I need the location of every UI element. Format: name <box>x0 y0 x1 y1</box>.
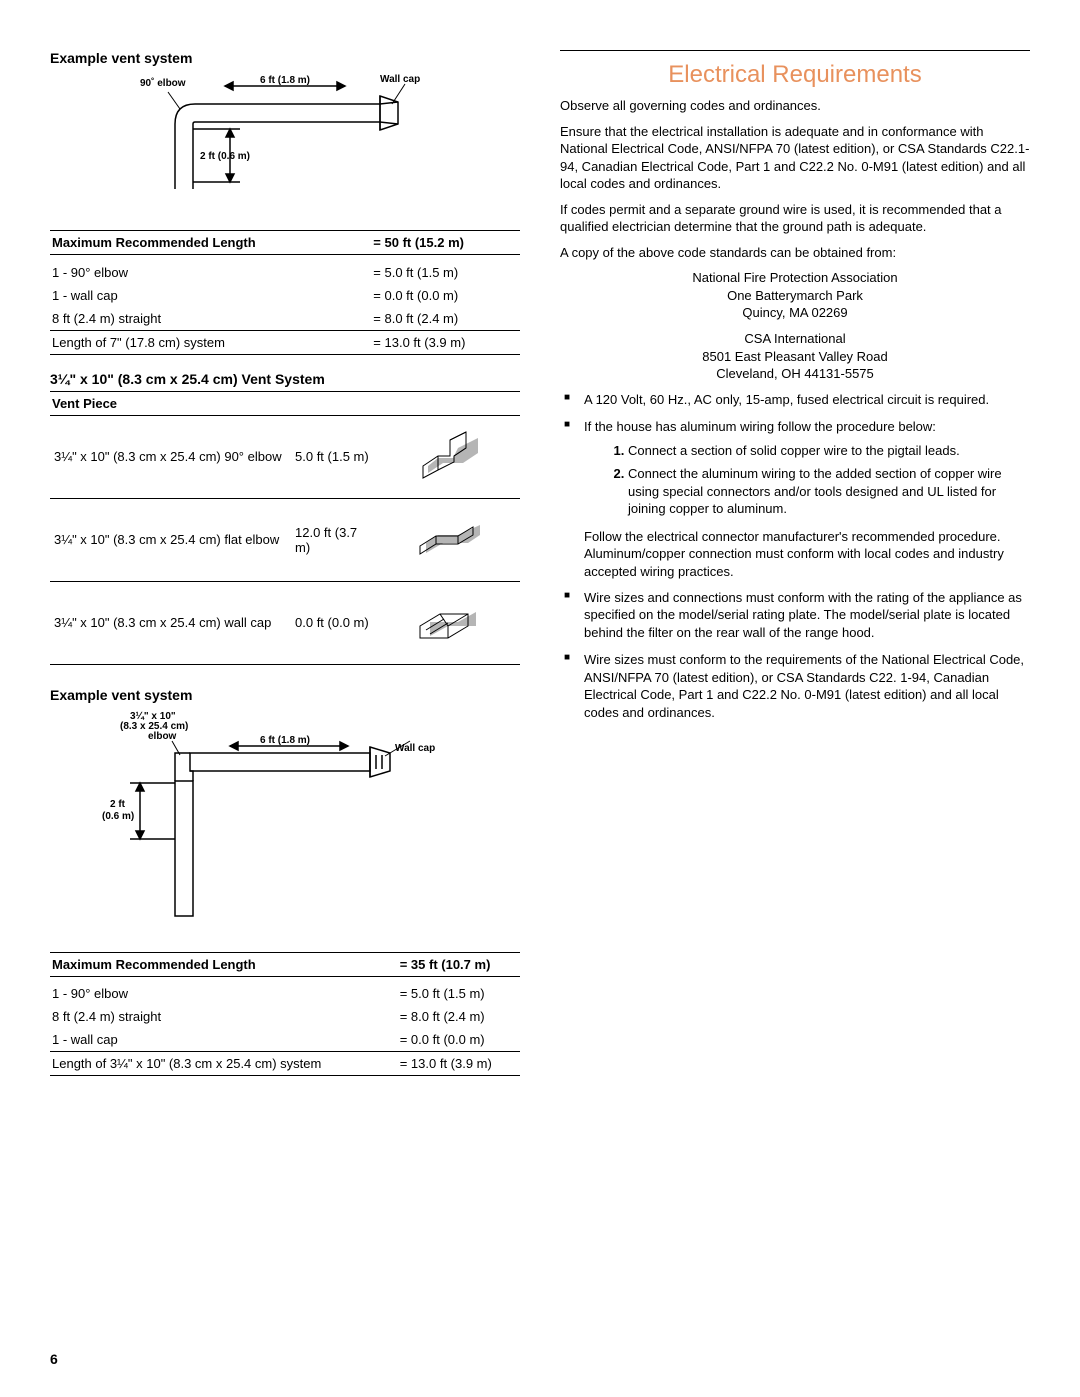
table2-h2: = 35 ft (10.7 m) <box>398 952 520 976</box>
er-p2: Ensure that the electrical installation … <box>560 123 1030 193</box>
page-number: 6 <box>50 1351 58 1367</box>
er-p3: If codes permit and a separate ground wi… <box>560 201 1030 236</box>
svg-text:2 ft: 2 ft <box>110 799 126 810</box>
svg-text:elbow: elbow <box>148 731 177 742</box>
vent-piece-header: Vent Piece <box>50 391 520 415</box>
bullet-4: Wire sizes must conform to the requireme… <box>560 651 1030 721</box>
example-vent-title-1: Example vent system <box>50 50 520 66</box>
table2-h1: Maximum Recommended Length <box>50 952 398 976</box>
bullet-3: Wire sizes and connections must conform … <box>560 589 1030 642</box>
right-column: Electrical Requirements Observe all gove… <box>560 50 1030 1082</box>
step-1: Connect a section of solid copper wire t… <box>628 442 1030 460</box>
svg-text:6 ft (1.8 m): 6 ft (1.8 m) <box>260 75 310 86</box>
max-length-table-1: Maximum Recommended Length = 50 ft (15.2… <box>50 230 520 355</box>
svg-text:90˚ elbow: 90˚ elbow <box>140 77 186 89</box>
bullet-2: If the house has aluminum wiring follow … <box>560 418 1030 518</box>
bullet-1: A 120 Volt, 60 Hz., AC only, 15-amp, fus… <box>560 391 1030 409</box>
er-p1: Observe all governing codes and ordinanc… <box>560 97 1030 115</box>
address-csa: CSA International 8501 East Pleasant Val… <box>560 330 1030 383</box>
vent-flat-elbow-icon <box>375 498 520 581</box>
er-p4: A copy of the above code standards can b… <box>560 244 1030 262</box>
vent-diagram-1: 90˚ elbow 6 ft (1.8 m) Wall cap 2 ft (0.… <box>80 74 440 214</box>
vent-system-subtitle: 3¼" x 10" (8.3 cm x 25.4 cm) Vent System <box>50 371 520 387</box>
address-nfpa: National Fire Protection Association One… <box>560 269 1030 322</box>
table1-h2: = 50 ft (15.2 m) <box>371 231 520 255</box>
svg-text:(0.6 m): (0.6 m) <box>102 811 134 822</box>
step-2: Connect the aluminum wiring to the added… <box>628 465 1030 518</box>
left-column: Example vent system <box>50 50 520 1082</box>
table1-h1: Maximum Recommended Length <box>50 231 371 255</box>
svg-text:2 ft (0.6 m): 2 ft (0.6 m) <box>200 151 250 162</box>
svg-text:6 ft (1.8 m): 6 ft (1.8 m) <box>260 735 310 746</box>
vent-diagram-2: 3¼" x 10" (8.3 x 25.4 cm) elbow 6 ft (1.… <box>80 711 460 936</box>
example-vent-title-2: Example vent system <box>50 687 520 703</box>
electrical-requirements-heading: Electrical Requirements <box>560 61 1030 89</box>
follow-text: Follow the electrical connector manufact… <box>584 528 1030 581</box>
vent-elbow-icon <box>375 415 520 498</box>
max-length-table-2: Maximum Recommended Length = 35 ft (10.7… <box>50 952 520 1077</box>
vent-piece-table: Vent Piece 3¼" x 10" (8.3 cm x 25.4 cm) … <box>50 391 520 665</box>
vent-wallcap-icon <box>375 581 520 664</box>
svg-text:Wall cap: Wall cap <box>395 743 435 754</box>
svg-text:Wall cap: Wall cap <box>380 74 420 85</box>
